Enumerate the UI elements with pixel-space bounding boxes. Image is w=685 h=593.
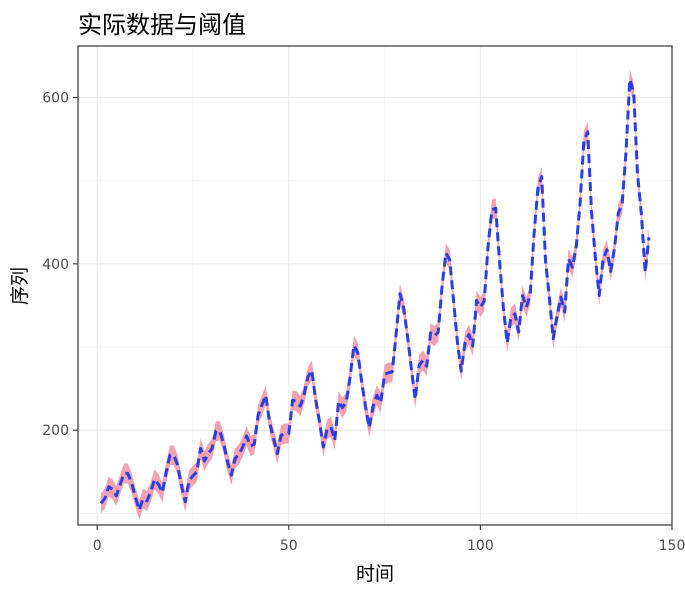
y-tick-label: 400 [42, 257, 69, 273]
y-axis: 200 400 600 [42, 91, 78, 439]
plot-panel [78, 46, 672, 525]
y-tick-label: 600 [42, 91, 69, 107]
actual-data-line [99, 77, 651, 512]
x-tick-label: 150 [659, 538, 685, 554]
x-tick-label: 100 [467, 538, 494, 554]
x-tick-label: 50 [280, 538, 298, 554]
x-axis-title: 时间 [356, 563, 394, 585]
y-tick-label: 200 [42, 423, 69, 439]
y-axis-title: 序列 [9, 267, 31, 305]
chart-title: 实际数据与阈值 [78, 11, 246, 39]
x-tick-label: 0 [93, 538, 102, 554]
x-axis: 0 50 100 150 [93, 525, 685, 554]
threshold-band [101, 69, 649, 521]
plot-frame [77, 45, 673, 526]
